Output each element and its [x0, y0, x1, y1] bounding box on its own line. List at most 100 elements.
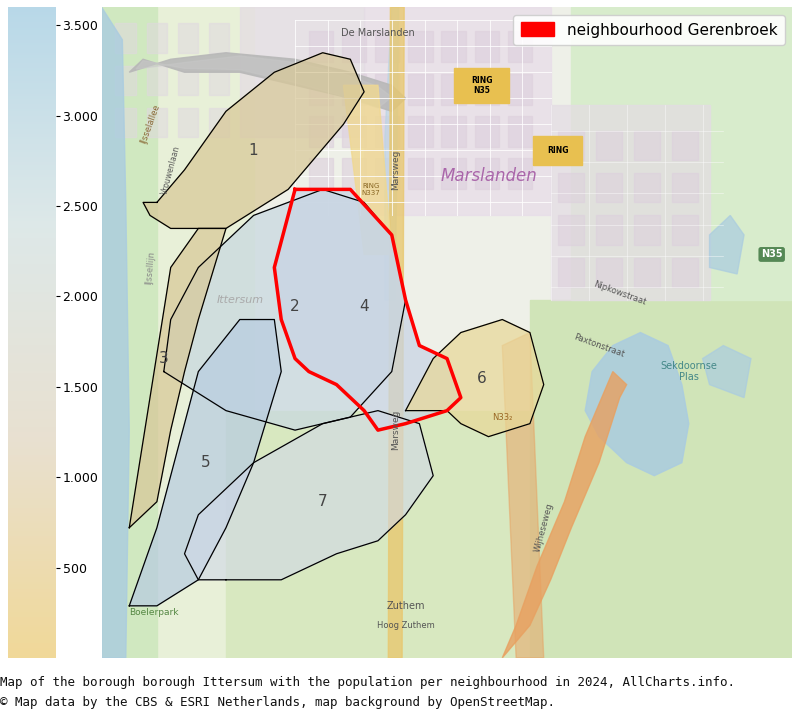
- Bar: [557, 257, 584, 287]
- Text: Marsweg: Marsweg: [391, 410, 399, 450]
- Bar: [376, 158, 399, 189]
- Polygon shape: [129, 319, 281, 606]
- Polygon shape: [364, 7, 551, 216]
- Polygon shape: [143, 52, 364, 229]
- Bar: [454, 68, 509, 104]
- Bar: [634, 173, 660, 203]
- Polygon shape: [703, 346, 751, 398]
- Bar: [309, 158, 333, 189]
- Bar: [342, 158, 366, 189]
- Text: 6: 6: [476, 370, 487, 385]
- Bar: [672, 257, 698, 287]
- Bar: [147, 65, 168, 95]
- Bar: [408, 116, 433, 147]
- Text: Nipkowstraat: Nipkowstraat: [592, 280, 647, 307]
- Bar: [342, 31, 366, 63]
- Bar: [147, 24, 168, 52]
- Polygon shape: [710, 216, 744, 274]
- Polygon shape: [102, 7, 129, 658]
- Polygon shape: [129, 52, 406, 111]
- Bar: [508, 116, 532, 147]
- Bar: [102, 7, 253, 658]
- Polygon shape: [585, 332, 689, 476]
- Text: 1: 1: [249, 143, 258, 158]
- Bar: [441, 116, 465, 147]
- Bar: [178, 108, 198, 137]
- Bar: [634, 216, 660, 244]
- Bar: [557, 216, 584, 244]
- Text: Map of the borough borough Ittersum with the population per neighbourhood in 202: Map of the borough borough Ittersum with…: [0, 676, 735, 689]
- Bar: [178, 24, 198, 52]
- Bar: [147, 108, 168, 137]
- Text: RING: RING: [547, 146, 569, 155]
- Bar: [342, 116, 366, 147]
- Text: 4: 4: [360, 299, 369, 314]
- Bar: [596, 257, 622, 287]
- Polygon shape: [343, 86, 391, 255]
- Bar: [376, 116, 399, 147]
- Bar: [475, 158, 499, 189]
- Bar: [209, 24, 229, 52]
- Polygon shape: [240, 7, 364, 137]
- Polygon shape: [137, 56, 391, 108]
- Polygon shape: [275, 189, 461, 430]
- Text: 3: 3: [159, 351, 168, 366]
- Text: IJsselallee: IJsselallee: [139, 103, 161, 145]
- Bar: [508, 73, 532, 105]
- Polygon shape: [551, 105, 710, 300]
- Polygon shape: [572, 7, 792, 300]
- Polygon shape: [503, 372, 626, 658]
- Text: De Marslanden: De Marslanden: [341, 28, 414, 38]
- Polygon shape: [164, 189, 406, 430]
- Bar: [309, 116, 333, 147]
- Polygon shape: [503, 332, 544, 658]
- Bar: [508, 31, 532, 63]
- Text: Vrouwenlaan: Vrouwenlaan: [160, 145, 182, 196]
- Text: Zuthem: Zuthem: [387, 601, 425, 611]
- Bar: [209, 65, 229, 95]
- Text: Marsweg: Marsweg: [391, 150, 399, 190]
- Bar: [475, 116, 499, 147]
- Polygon shape: [530, 300, 792, 658]
- Bar: [557, 173, 584, 203]
- Bar: [596, 216, 622, 244]
- Polygon shape: [388, 7, 404, 658]
- Bar: [557, 131, 584, 160]
- Text: 7: 7: [318, 494, 327, 509]
- Text: Boelerpark: Boelerpark: [129, 608, 179, 617]
- Text: 2: 2: [291, 299, 300, 314]
- Text: Ittersum: Ittersum: [216, 295, 264, 305]
- Text: © Map data by the CBS & ESRI Netherlands, map background by OpenStreetMap.: © Map data by the CBS & ESRI Netherlands…: [0, 696, 555, 709]
- Polygon shape: [184, 411, 434, 580]
- Polygon shape: [226, 411, 585, 658]
- Bar: [115, 24, 137, 52]
- Bar: [178, 65, 198, 95]
- Text: Wijheseweg: Wijheseweg: [533, 502, 555, 554]
- Text: N35: N35: [761, 249, 783, 260]
- Polygon shape: [385, 7, 399, 300]
- Bar: [508, 158, 532, 189]
- Bar: [672, 173, 698, 203]
- Text: IJssellijn: IJssellijn: [144, 250, 156, 285]
- Bar: [441, 158, 465, 189]
- Bar: [475, 73, 499, 105]
- Bar: [534, 136, 582, 165]
- Bar: [209, 108, 229, 137]
- Bar: [342, 73, 366, 105]
- Text: Paxtonstraat: Paxtonstraat: [572, 332, 626, 359]
- Bar: [441, 73, 465, 105]
- Bar: [408, 73, 433, 105]
- Text: N33₂: N33₂: [492, 413, 512, 421]
- Text: Marslanden: Marslanden: [440, 168, 537, 186]
- Bar: [672, 131, 698, 160]
- Text: 5: 5: [200, 455, 210, 470]
- Polygon shape: [406, 319, 544, 436]
- Text: RING
N337: RING N337: [361, 183, 380, 196]
- Bar: [596, 173, 622, 203]
- Bar: [115, 65, 137, 95]
- Bar: [475, 31, 499, 63]
- Text: Sekdoornse
Plas: Sekdoornse Plas: [661, 361, 717, 383]
- Bar: [408, 31, 433, 63]
- Polygon shape: [129, 229, 226, 528]
- Legend: neighbourhood Gerenbroek: neighbourhood Gerenbroek: [513, 15, 784, 45]
